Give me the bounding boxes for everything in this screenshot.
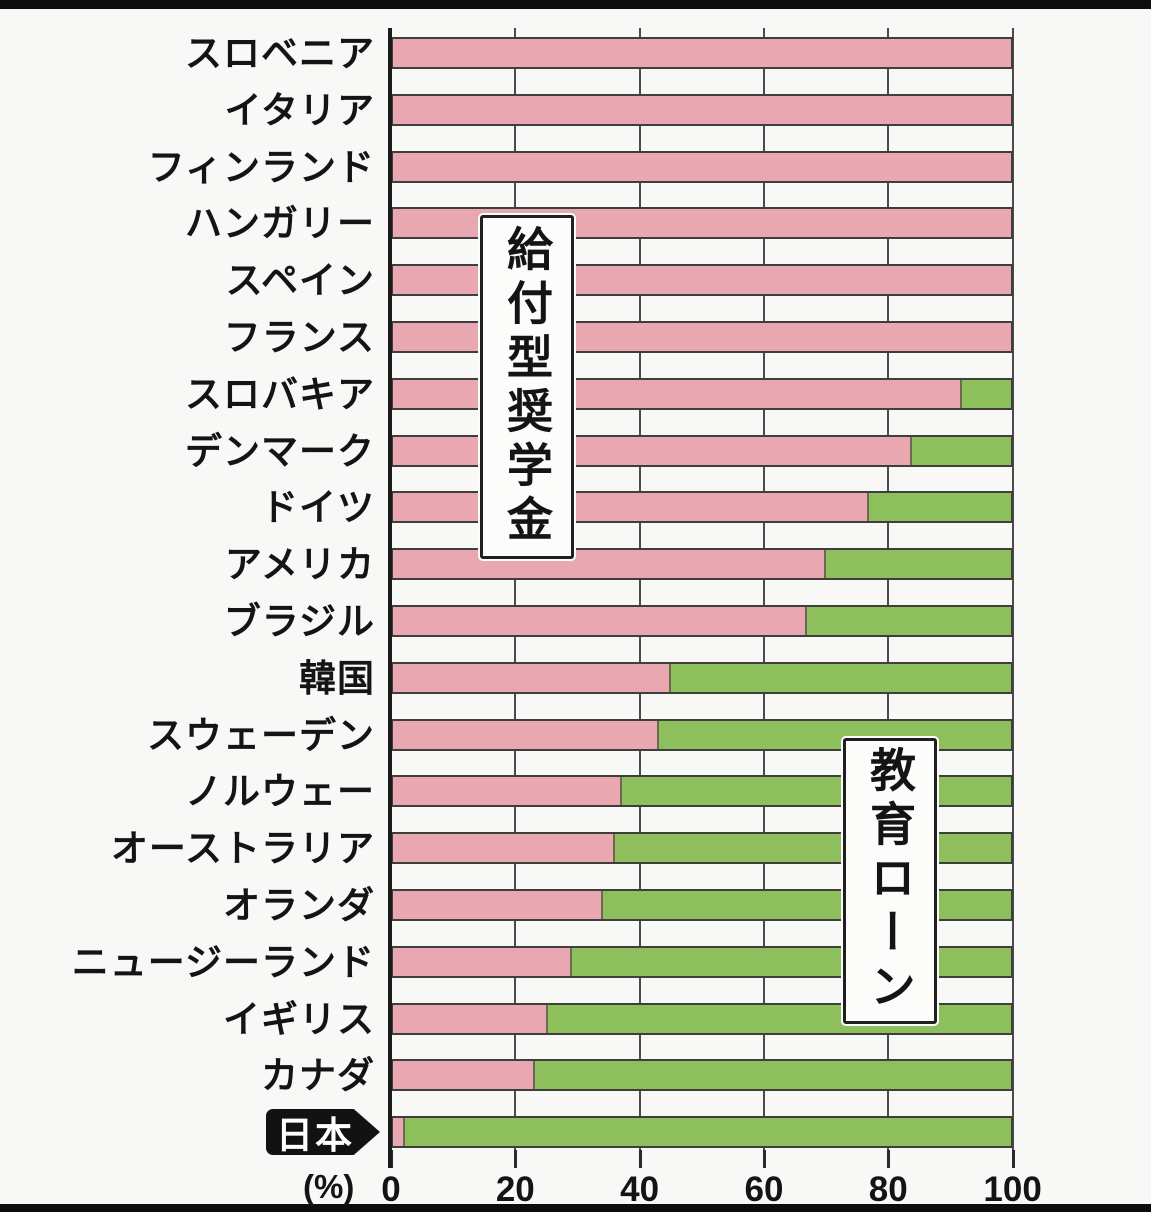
country-label: スロバキア xyxy=(185,374,375,415)
loan-bar-segment xyxy=(659,721,1011,749)
grant-bar-segment xyxy=(393,664,672,692)
country-label: 韓国 xyxy=(299,658,375,699)
country-stacked-bar xyxy=(391,605,1013,637)
loan-bar-segment xyxy=(572,948,1011,976)
grant-bar-segment xyxy=(393,721,659,749)
japan-highlight-badge: 日本 xyxy=(266,1109,380,1155)
loan-bar-segment xyxy=(615,834,1011,862)
x-axis-tick xyxy=(887,1150,891,1168)
country-label: イタリア xyxy=(224,90,375,131)
percent-unit-label: (%) xyxy=(303,1168,355,1205)
country-label: アメリカ xyxy=(224,544,375,585)
x-axis-tick xyxy=(762,1150,766,1168)
grant-bar-segment xyxy=(393,39,1011,67)
x-gridline xyxy=(638,28,641,1150)
x-axis-tick-label: 20 xyxy=(495,1170,535,1209)
country-label: ニュージーランド xyxy=(71,942,375,983)
country-label: フィンランド xyxy=(147,147,375,188)
country-label: スウェーデン xyxy=(147,715,375,756)
loan-bar-segment xyxy=(405,1118,1011,1146)
country-label: スペイン xyxy=(225,260,375,301)
grant-bar-segment xyxy=(393,493,869,521)
country-stacked-bar xyxy=(391,1116,1013,1148)
country-label: イギリス xyxy=(223,999,375,1040)
loan-bar-segment xyxy=(603,891,1011,919)
grant-bar-segment xyxy=(393,380,962,408)
country-stacked-bar xyxy=(391,548,1013,580)
x-gridline xyxy=(1011,28,1014,1150)
grant-scholarship-annotation-box: 給付型奨学金 xyxy=(480,215,574,559)
x-axis-tick-label: 60 xyxy=(744,1170,784,1209)
loan-bar-segment xyxy=(671,664,1011,692)
loan-bar-segment xyxy=(962,380,1011,408)
country-stacked-bar xyxy=(391,889,1013,921)
country-label: デンマーク xyxy=(185,431,375,472)
loan-bar-segment xyxy=(548,1005,1012,1033)
grant-bar-segment xyxy=(393,1118,406,1146)
country-label: オランダ xyxy=(223,885,375,926)
education-loan-annotation-box: 教育ローン xyxy=(843,738,937,1024)
country-stacked-bar xyxy=(391,1059,1013,1091)
country-stacked-bar xyxy=(391,37,1013,69)
grant-bar-segment xyxy=(393,1005,548,1033)
country-stacked-bar xyxy=(391,662,1013,694)
top-letterbox-bar xyxy=(0,0,1151,9)
x-gridline xyxy=(762,28,765,1150)
country-stacked-bar xyxy=(391,94,1013,126)
x-axis-tick xyxy=(1011,1150,1015,1168)
x-axis-tick-label: 0 xyxy=(381,1170,401,1209)
x-axis-tick-label: 100 xyxy=(983,1170,1042,1209)
x-axis-tick xyxy=(514,1150,518,1168)
country-stacked-bar xyxy=(391,151,1013,183)
country-label: ハンガリー xyxy=(185,203,375,244)
grant-bar-segment xyxy=(393,777,622,805)
grant-bar-segment xyxy=(393,891,604,919)
country-label: カナダ xyxy=(261,1055,375,1096)
grant-bar-segment xyxy=(393,96,1011,124)
x-gridline xyxy=(514,28,517,1150)
bottom-letterbox-bar xyxy=(0,1204,1151,1212)
country-label: ノルウェー xyxy=(185,771,375,812)
grant-bar-segment xyxy=(393,607,808,635)
x-axis-tick-label: 40 xyxy=(620,1170,660,1209)
grant-bar-segment xyxy=(393,437,913,465)
grant-bar-segment xyxy=(393,948,573,976)
country-label: ドイツ xyxy=(261,487,375,528)
country-label: オーストラリア xyxy=(110,828,375,869)
x-axis-tick-label: 80 xyxy=(868,1170,908,1209)
x-axis-tick xyxy=(638,1150,642,1168)
country-label: フランス xyxy=(223,317,375,358)
loan-bar-segment xyxy=(912,437,1011,465)
loan-bar-segment xyxy=(622,777,1011,805)
grant-bar-segment xyxy=(393,550,826,578)
y-axis-line xyxy=(388,28,392,1168)
country-label: ブラジル xyxy=(223,601,375,642)
loan-bar-segment xyxy=(535,1061,1011,1089)
loan-bar-segment xyxy=(826,550,1011,578)
country-label: スロベニア xyxy=(185,33,375,74)
loan-bar-segment xyxy=(869,493,1011,521)
x-gridline xyxy=(887,28,890,1150)
grant-bar-segment xyxy=(393,1061,536,1089)
grant-bar-segment xyxy=(393,153,1011,181)
loan-bar-segment xyxy=(807,607,1011,635)
grant-bar-segment xyxy=(393,834,616,862)
